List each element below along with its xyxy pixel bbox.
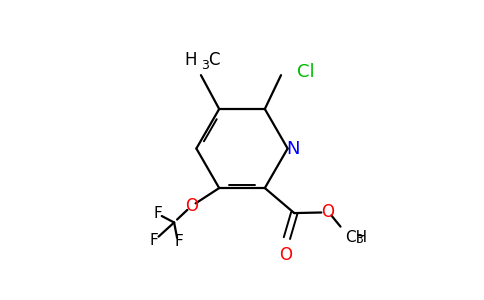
Text: O: O bbox=[280, 246, 292, 264]
Text: O: O bbox=[321, 203, 334, 221]
Text: H: H bbox=[184, 51, 197, 69]
Text: N: N bbox=[286, 140, 300, 158]
Text: O: O bbox=[185, 197, 197, 215]
Text: CH: CH bbox=[345, 230, 367, 245]
Text: Cl: Cl bbox=[297, 63, 315, 81]
Text: F: F bbox=[150, 233, 158, 248]
Text: F: F bbox=[153, 206, 162, 221]
Text: 3: 3 bbox=[355, 233, 363, 246]
Text: F: F bbox=[174, 234, 183, 249]
Text: C: C bbox=[208, 51, 220, 69]
Text: 3: 3 bbox=[201, 59, 210, 72]
